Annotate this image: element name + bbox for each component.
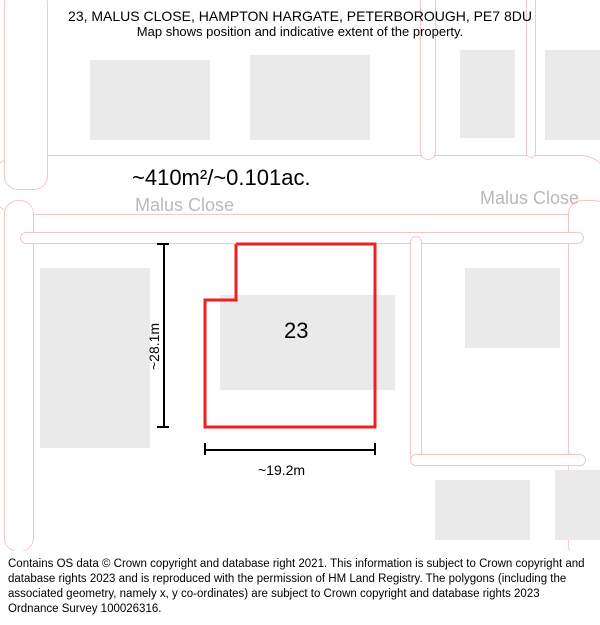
page-subtitle: Map shows position and indicative extent… [20,24,580,39]
footer-copyright: Contains OS data © Crown copyright and d… [0,551,600,625]
page-title: 23, MALUS CLOSE, HAMPTON HARGATE, PETERB… [20,8,580,24]
house-number: 23 [284,318,308,344]
header: 23, MALUS CLOSE, HAMPTON HARGATE, PETERB… [0,0,600,43]
property-boundary [0,0,600,625]
map-canvas: Malus CloseMalus Close~410m²/~0.101ac.23… [0,0,600,625]
